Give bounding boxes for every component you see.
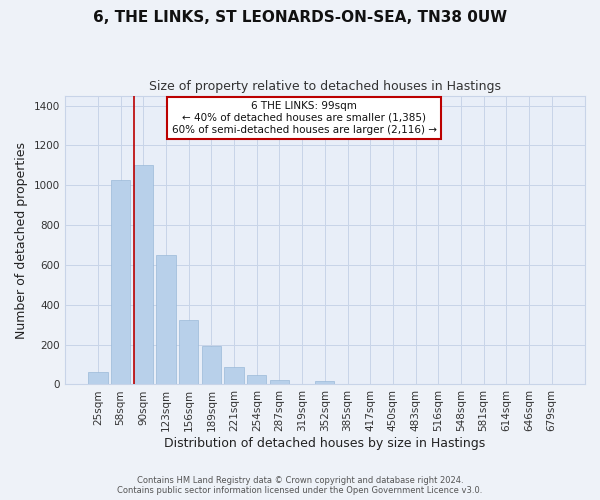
Bar xyxy=(134,166,153,384)
Title: Size of property relative to detached houses in Hastings: Size of property relative to detached ho… xyxy=(149,80,501,93)
Bar xyxy=(270,380,289,384)
Text: 6 THE LINKS: 99sqm
← 40% of detached houses are smaller (1,385)
60% of semi-deta: 6 THE LINKS: 99sqm ← 40% of detached hou… xyxy=(172,102,437,134)
Text: Contains HM Land Registry data © Crown copyright and database right 2024.
Contai: Contains HM Land Registry data © Crown c… xyxy=(118,476,482,495)
Text: 6, THE LINKS, ST LEONARDS-ON-SEA, TN38 0UW: 6, THE LINKS, ST LEONARDS-ON-SEA, TN38 0… xyxy=(93,10,507,25)
Bar xyxy=(179,320,199,384)
Bar xyxy=(88,372,107,384)
Bar xyxy=(247,375,266,384)
Bar xyxy=(157,255,176,384)
Y-axis label: Number of detached properties: Number of detached properties xyxy=(15,142,28,338)
Bar xyxy=(224,366,244,384)
Bar xyxy=(315,382,334,384)
Bar xyxy=(111,180,130,384)
X-axis label: Distribution of detached houses by size in Hastings: Distribution of detached houses by size … xyxy=(164,437,485,450)
Bar xyxy=(202,346,221,385)
